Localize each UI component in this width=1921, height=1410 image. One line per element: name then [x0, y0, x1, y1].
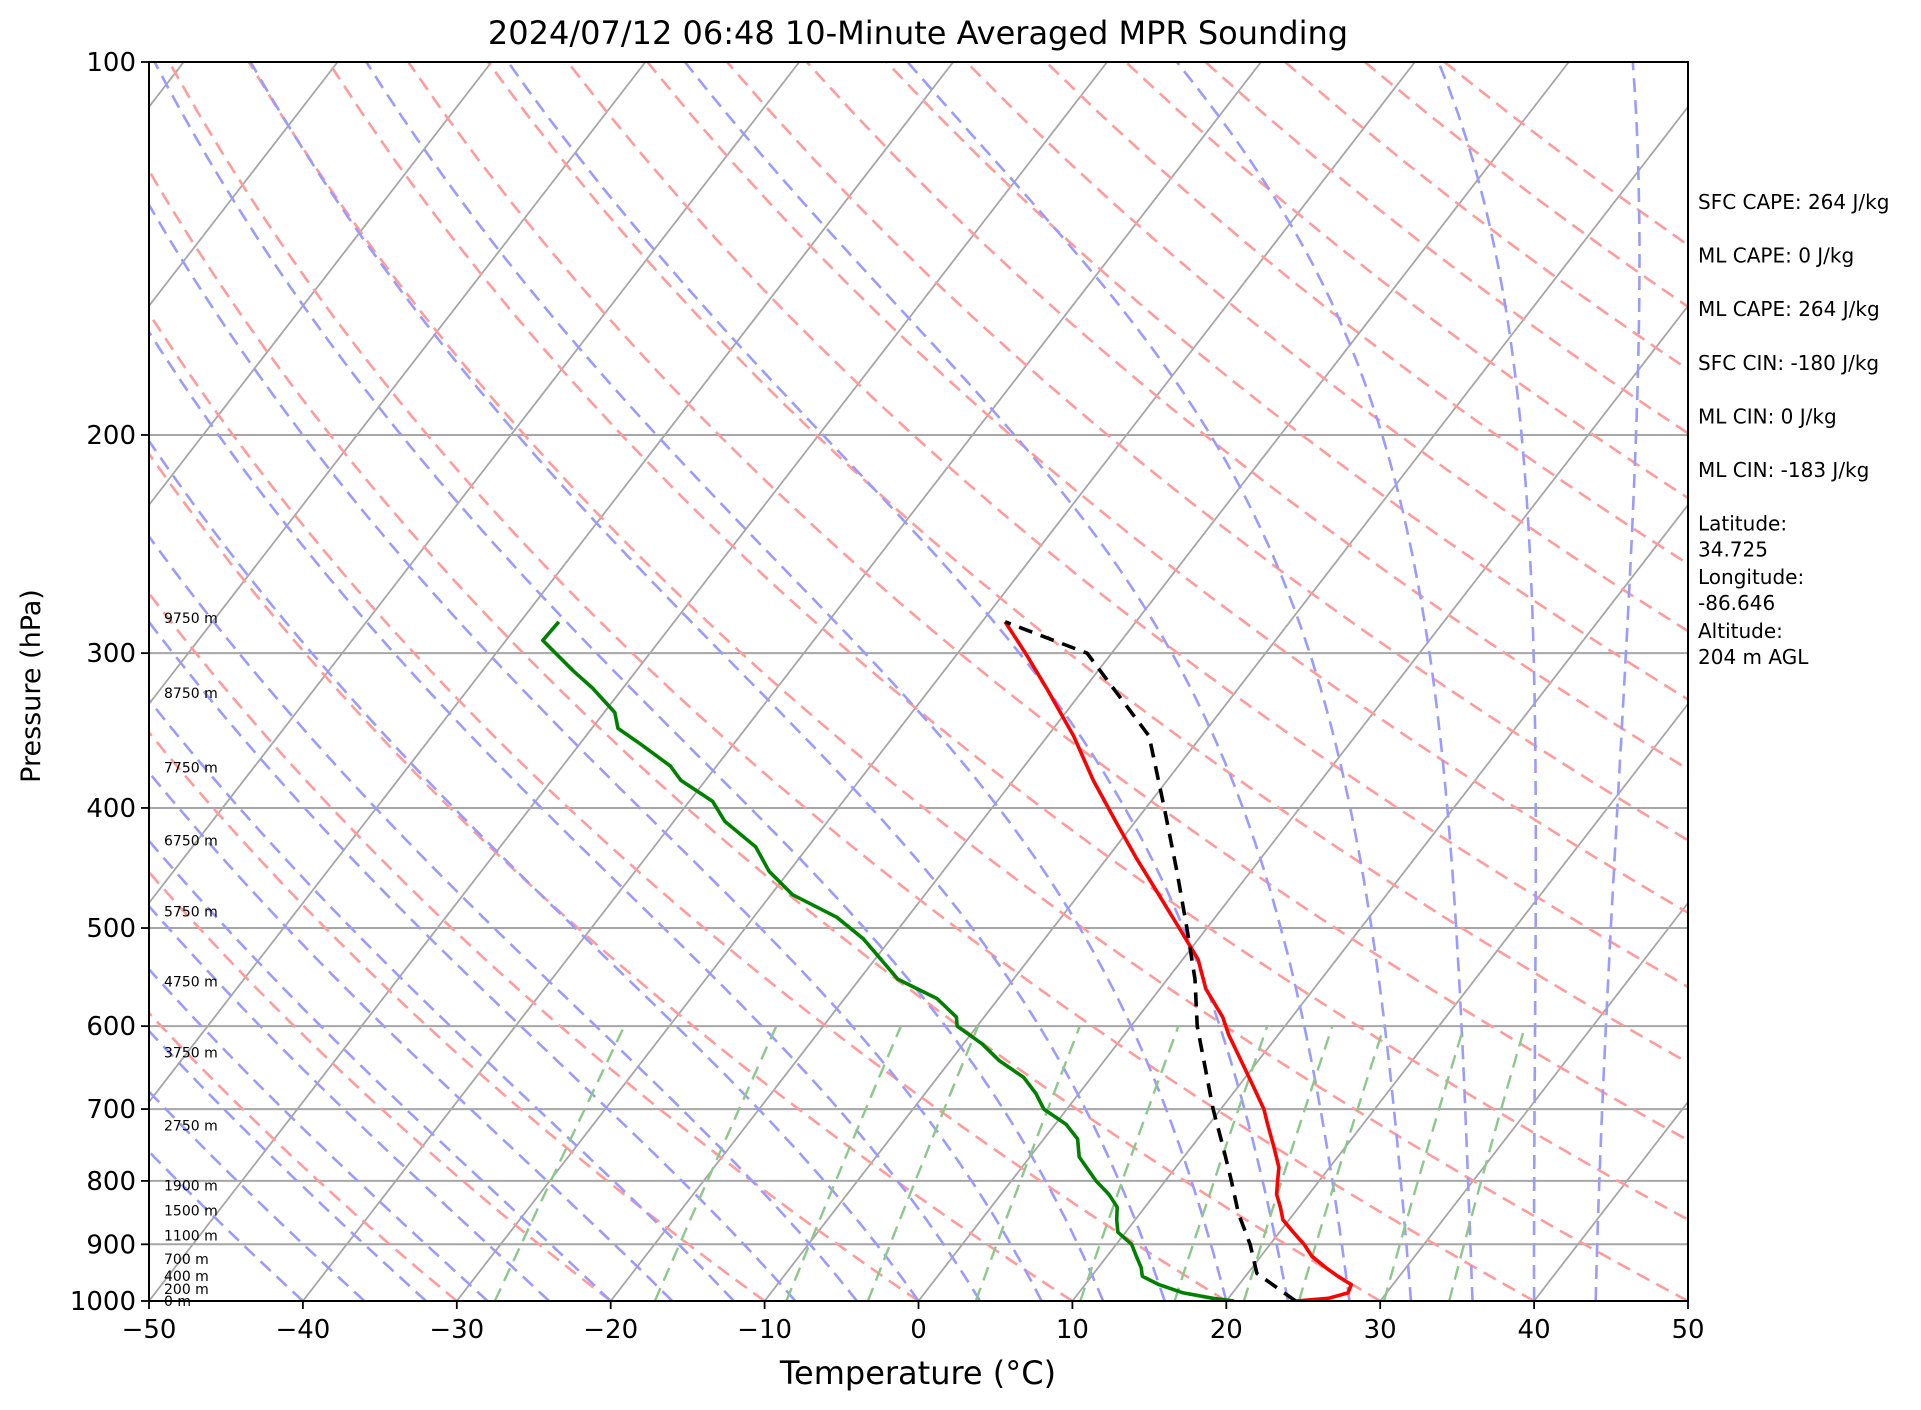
x-tick-label: 20 — [1210, 1315, 1243, 1345]
x-tick-label: 50 — [1671, 1315, 1704, 1345]
y-tick-label: 100 — [86, 48, 136, 78]
x-tick-label: 40 — [1518, 1315, 1551, 1345]
x-tick-label: −10 — [737, 1315, 792, 1345]
parameter-value: -86.646 — [1698, 591, 1775, 615]
y-tick-label: 200 — [86, 421, 136, 451]
height-label: 700 m — [164, 1252, 209, 1268]
y-tick-label: 1000 — [70, 1287, 136, 1317]
y-tick-label: 900 — [86, 1230, 136, 1260]
height-label: 7750 m — [164, 760, 218, 776]
x-axis-label: Temperature (°C) — [779, 1354, 1056, 1392]
y-tick-label: 800 — [86, 1167, 136, 1197]
x-tick-label: 30 — [1364, 1315, 1397, 1345]
height-label: 1900 m — [164, 1179, 218, 1195]
parameter-value: 204 m AGL — [1698, 645, 1809, 669]
height-label: 400 m — [164, 1269, 209, 1285]
height-label: 4750 m — [164, 974, 218, 990]
y-axis-label: Pressure (hPa) — [16, 589, 47, 783]
parameter-text: ML CIN: 0 J/kg — [1698, 404, 1837, 428]
height-label: 2750 m — [164, 1119, 218, 1135]
parameter-text: SFC CIN: -180 J/kg — [1698, 351, 1879, 375]
parameter-text: Altitude: — [1698, 619, 1783, 643]
x-tick-label: 10 — [1056, 1315, 1089, 1345]
parameter-value: 34.725 — [1698, 538, 1768, 562]
x-tick-label: −30 — [429, 1315, 484, 1345]
height-label: 1100 m — [164, 1228, 218, 1244]
x-tick-label: 0 — [910, 1315, 927, 1345]
x-tick-label: −50 — [122, 1315, 177, 1345]
height-label: 5750 m — [164, 905, 218, 921]
height-label: 9750 m — [164, 611, 218, 627]
x-tick-label: −40 — [275, 1315, 330, 1345]
parameter-text: Latitude: — [1698, 512, 1787, 536]
height-label: 3750 m — [164, 1045, 218, 1061]
chart-title: 2024/07/12 06:48 10-Minute Averaged MPR … — [488, 14, 1348, 52]
y-tick-label: 500 — [86, 914, 136, 944]
parameter-text: SFC CAPE: 264 J/kg — [1698, 190, 1889, 214]
y-tick-label: 600 — [86, 1012, 136, 1042]
parameter-text: ML CAPE: 0 J/kg — [1698, 244, 1854, 268]
parameter-text: Longitude: — [1698, 565, 1804, 589]
y-tick-label: 300 — [86, 639, 136, 669]
x-tick-label: −20 — [583, 1315, 638, 1345]
parameter-text: ML CAPE: 264 J/kg — [1698, 297, 1880, 321]
parameter-text: ML CIN: -183 J/kg — [1698, 458, 1869, 482]
y-tick-label: 400 — [86, 794, 136, 824]
height-label: 6750 m — [164, 834, 218, 850]
y-tick-label: 700 — [86, 1095, 136, 1125]
height-label: 1500 m — [164, 1203, 218, 1219]
height-label: 8750 m — [164, 686, 218, 702]
